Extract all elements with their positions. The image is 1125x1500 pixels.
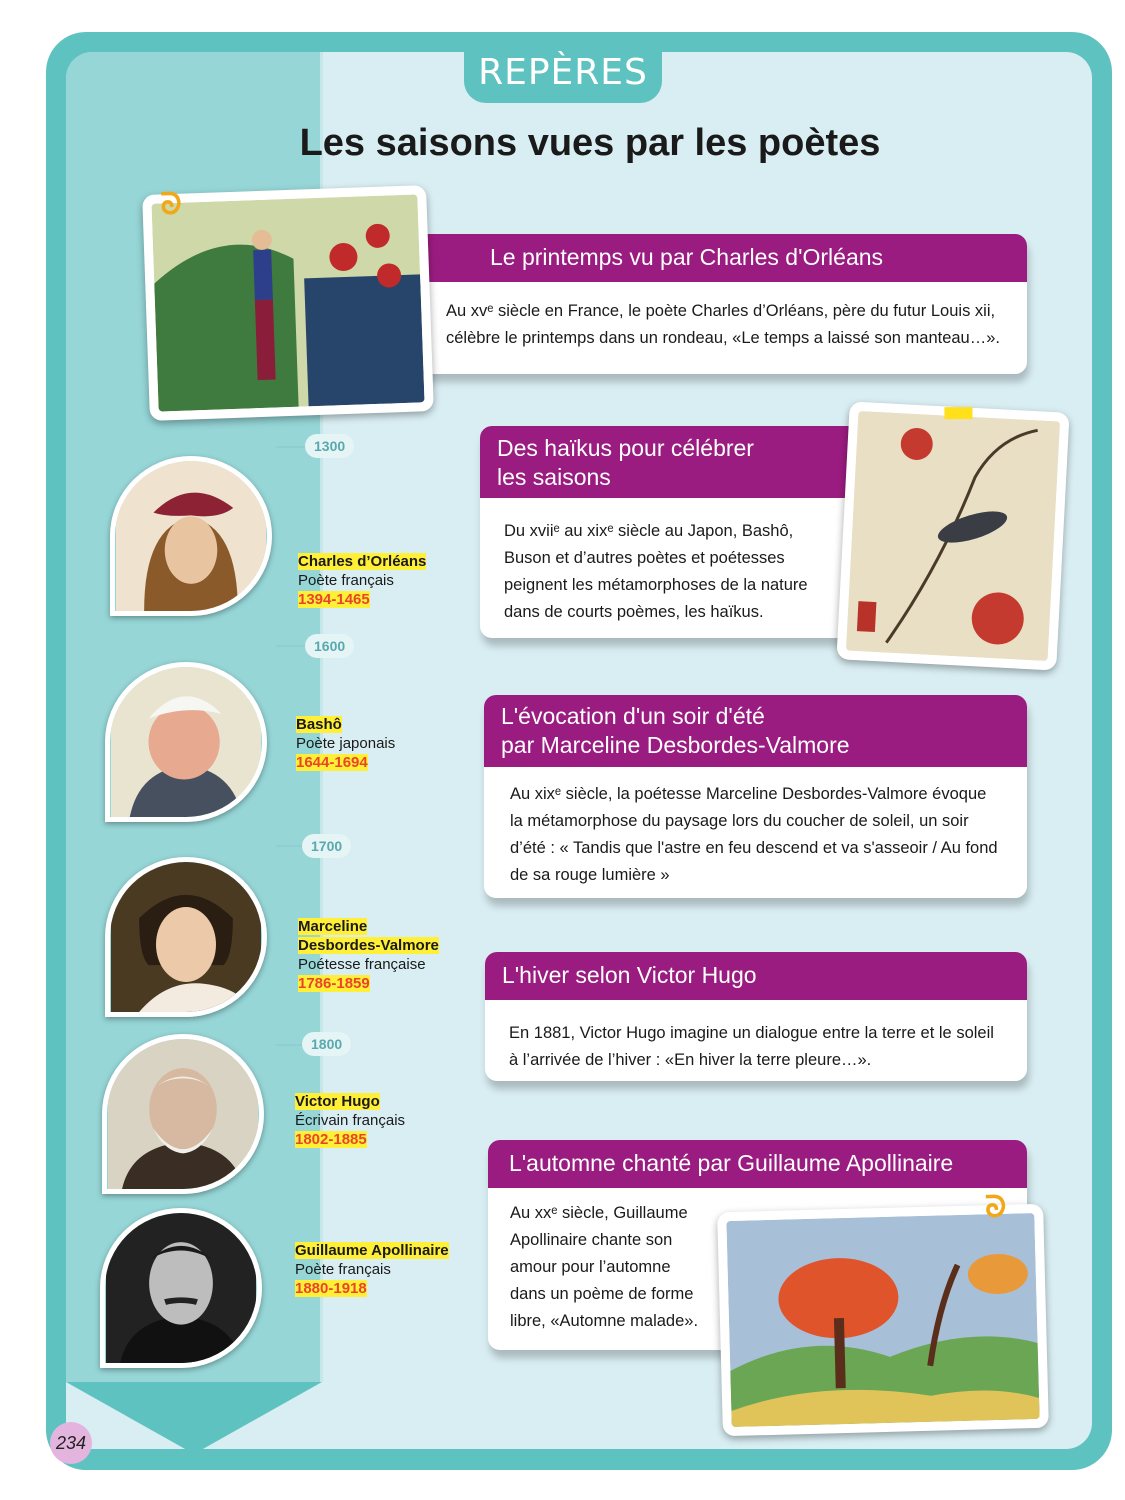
year-tick xyxy=(276,1044,310,1046)
card-text-line: Au xxᵉ siècle, Guillaume xyxy=(510,1204,688,1222)
timeline-arrow xyxy=(66,1382,322,1449)
year-tick xyxy=(276,645,310,647)
bookmark-icon: ᘐ xyxy=(984,1190,1007,1225)
card-text-line: à l’arrivée de l’hiver : «En hiver la te… xyxy=(509,1051,872,1069)
bookmark-icon: ᘐ xyxy=(159,187,183,222)
poet-dates: 1644-1694 xyxy=(296,754,368,771)
image-autumn-painting: ᘐ xyxy=(717,1191,1049,1437)
poet-name-line1: Marceline xyxy=(298,918,368,935)
poet-name-line2: Desbordes-Valmore xyxy=(298,937,439,954)
card-text: Du xviiᵉ au xixᵉ siècle au Japon, Bashô,… xyxy=(504,518,864,626)
card-title: Des haïkus pour célébrer les saisons xyxy=(480,426,870,498)
poet-caption-charles: Charles d’Orléans Poète français 1394-14… xyxy=(298,552,427,609)
poet-name: Bashô xyxy=(296,716,342,733)
poet-role: Écrivain français xyxy=(295,1112,406,1129)
poet-caption-marceline: Marceline Desbordes-Valmore Poétesse fra… xyxy=(298,917,439,993)
poet-name: Victor Hugo xyxy=(295,1093,380,1110)
poet-name: Charles d’Orléans xyxy=(298,553,427,570)
poet-role: Poète français xyxy=(298,572,394,589)
card-title-line: par Marceline Desbordes-Valmore xyxy=(501,732,850,758)
card-text: Au xxᵉ siècle, Guillaume Apollinaire cha… xyxy=(510,1200,740,1335)
poet-caption-hugo: Victor Hugo Écrivain français 1802-1885 xyxy=(295,1092,405,1149)
poet-caption-apollinaire: Guillaume Apollinaire Poète français 188… xyxy=(295,1241,449,1298)
card-haikus: Des haïkus pour célébrer les saisons Du … xyxy=(480,426,870,638)
poet-name: Guillaume Apollinaire xyxy=(295,1242,449,1259)
card-text-line: de sa rouge lumière » xyxy=(510,866,670,884)
card-text-line: Buson et d’autres poètes et poétesses xyxy=(504,549,785,567)
card-printemps: Le printemps vu par Charles d'Orléans Au… xyxy=(414,234,1027,374)
card-title-line: Des haïkus pour célébrer xyxy=(497,435,754,461)
poet-dates: 1880-1918 xyxy=(295,1280,367,1297)
portrait-basho xyxy=(105,662,267,822)
portrait-marceline-desbordes-valmore xyxy=(105,857,267,1017)
year-tick xyxy=(276,845,310,847)
card-title: Le printemps vu par Charles d'Orléans xyxy=(414,234,1027,282)
card-text-line: peignent les métamorphoses de la nature xyxy=(504,576,808,594)
image-japanese-print xyxy=(836,401,1070,671)
portrait-charles-dorleans xyxy=(110,456,272,616)
portrait-guillaume-apollinaire xyxy=(100,1208,262,1368)
card-text-line: amour pour l’automne xyxy=(510,1258,671,1276)
card-text-line: Apollinaire chante son xyxy=(510,1231,673,1249)
poet-caption-basho: Bashô Poète japonais 1644-1694 xyxy=(296,715,395,772)
poet-dates: 1394-1465 xyxy=(298,591,370,608)
year-label-1700: 1700 xyxy=(302,834,352,858)
poet-dates: 1802-1885 xyxy=(295,1131,367,1148)
portrait-victor-hugo xyxy=(102,1034,264,1194)
tape-icon xyxy=(944,407,973,420)
poet-dates: 1786-1859 xyxy=(298,975,370,992)
card-text-line: Au xixᵉ siècle, la poétesse Marceline De… xyxy=(510,785,987,803)
poet-role: Poète français xyxy=(295,1261,391,1278)
card-text-line: Du xviiᵉ au xixᵉ siècle au Japon, Bashô, xyxy=(504,522,794,540)
poet-role: Poète japonais xyxy=(296,735,396,752)
card-text-line: célèbre le printemps dans un rondeau, «L… xyxy=(446,329,1000,347)
card-title: L'automne chanté par Guillaume Apollinai… xyxy=(488,1140,1027,1188)
card-text-line: la métamorphose du paysage lors du couch… xyxy=(510,812,969,830)
card-title-line: les saisons xyxy=(497,464,611,490)
card-text: Au xvᵉ siècle en France, le poète Charle… xyxy=(446,298,1026,352)
page-number: 234 xyxy=(50,1422,92,1464)
card-text-line: dans de courts poèmes, les haïkus. xyxy=(504,603,764,621)
card-soir-ete: L'évocation d'un soir d'été par Marcelin… xyxy=(484,695,1027,898)
card-text-line: d’été : « Tandis que l'astre en feu desc… xyxy=(510,839,998,857)
poet-role: Poétesse française xyxy=(298,956,426,973)
year-tick xyxy=(276,446,310,448)
section-tab: REPÈRES xyxy=(464,40,662,103)
card-text: Au xixᵉ siècle, la poétesse Marceline De… xyxy=(510,781,1025,889)
year-label-1800: 1800 xyxy=(302,1032,352,1056)
card-text-line: Au xvᵉ siècle en France, le poète Charle… xyxy=(446,302,996,320)
card-title: L'hiver selon Victor Hugo xyxy=(485,952,1027,1000)
card-title: L'évocation d'un soir d'été par Marcelin… xyxy=(484,695,1027,767)
card-text-line: En 1881, Victor Hugo imagine un dialogue… xyxy=(509,1024,994,1042)
card-hiver: L'hiver selon Victor Hugo En 1881, Victo… xyxy=(485,952,1027,1081)
year-label-1600: 1600 xyxy=(305,634,355,658)
card-text-line: libre, «Automne malade». xyxy=(510,1312,699,1330)
card-text-line: dans un poème de forme xyxy=(510,1285,694,1303)
year-label-1300: 1300 xyxy=(305,434,355,458)
page-title: Les saisons vues par les poètes xyxy=(299,122,881,164)
card-title-line: L'évocation d'un soir d'été xyxy=(501,703,765,729)
card-text: En 1881, Victor Hugo imagine un dialogue… xyxy=(509,1020,1024,1074)
image-charles-orleans-miniature: ᘐ xyxy=(142,185,434,421)
